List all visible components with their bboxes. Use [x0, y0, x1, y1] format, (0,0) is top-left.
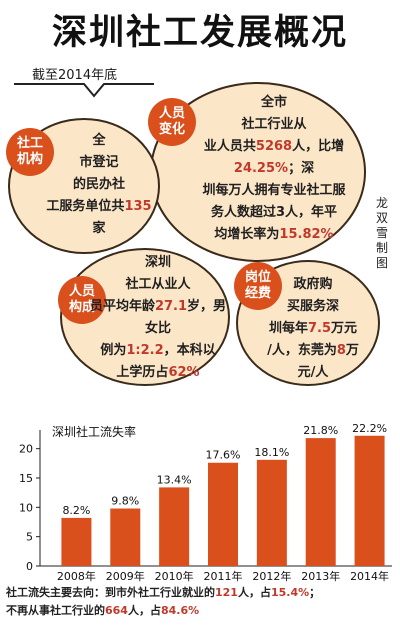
x-tick-label-1: 2009年	[106, 569, 145, 583]
bar-5	[305, 438, 336, 566]
bar-label-0: 8.2%	[62, 504, 90, 517]
date-subtitle: 截至2014年底	[32, 68, 118, 83]
page-title: 深圳社工发展概况	[51, 13, 348, 53]
bar-6	[354, 435, 385, 566]
bar-1	[110, 508, 141, 566]
y-tick-label-2: 10	[19, 501, 33, 514]
subtitle-ribbon	[14, 83, 154, 98]
bar-label-5: 21.8%	[303, 424, 338, 437]
composition-text: 深圳 社工从业人 员平均年龄27.1岁，男女比 例为1:2.2，本科以 上学历占…	[89, 255, 227, 380]
x-tick-label-0: 2008年	[57, 569, 96, 583]
attrition-bar-chart: 深圳社工流失率 0 5 10 15 20 8.2% 2008年 9.8% 2009年 13.4% 20…	[19, 422, 392, 583]
composition-badge: 人员 构成	[58, 276, 106, 324]
bar-4	[256, 459, 287, 566]
bar-label-1: 9.8%	[111, 495, 139, 508]
footnote: 社工流失主要去向：到市外社工行业就业的121人，占15.4%； 不再从事社工行业的…	[6, 586, 321, 617]
y-tick-label-1: 5	[26, 531, 33, 544]
y-tick-label-0: 0	[26, 560, 33, 573]
bar-label-3: 17.6%	[206, 449, 241, 462]
bar-label-2: 13.4%	[157, 473, 192, 486]
y-tick-label-4: 20	[19, 443, 33, 456]
y-tick-label-3: 15	[19, 472, 33, 485]
x-tick-label-3: 2011年	[204, 569, 243, 583]
funding-badge: 岗位 经费	[234, 262, 282, 310]
x-tick-label-5: 2013年	[301, 569, 340, 583]
bar-3	[208, 462, 238, 566]
x-tick-label-2: 2010年	[155, 569, 194, 583]
personnel-change-badge: 人员 变化	[148, 98, 196, 146]
bar-label-4: 18.1%	[254, 446, 289, 459]
organizations-badge: 社工 机构	[6, 128, 54, 176]
x-tick-label-6: 2014年	[350, 569, 389, 583]
bar-0	[61, 517, 92, 566]
x-tick-label-4: 2012年	[252, 569, 291, 583]
organizations-text: 全 市登记 的民办社 工服务单位共135家	[46, 133, 152, 236]
funding-text: 政府购 买服务深 圳每年7.5万元 /人，东莞为8万 元/人	[267, 277, 359, 380]
bar-label-6: 22.2%	[352, 422, 387, 435]
chart-title: 深圳社工流失率	[52, 424, 136, 439]
bar-2	[159, 487, 190, 566]
credit-label: 龙双雪 制图	[376, 196, 389, 270]
personnel-change-text: 全市 社工行业从 业人员共5268人，比增24.25%；深 圳每万人拥有专业社工…	[202, 95, 346, 242]
